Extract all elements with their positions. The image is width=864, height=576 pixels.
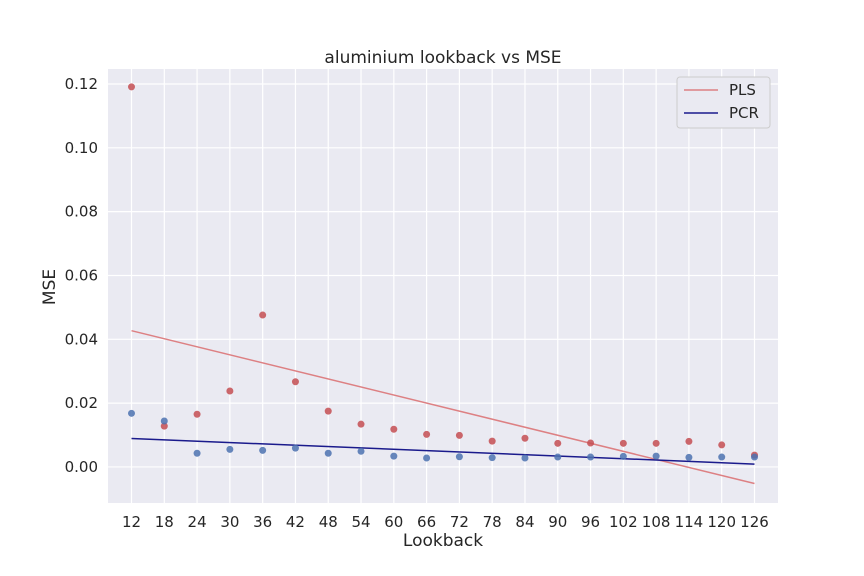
fit-lines (131, 329, 755, 485)
grid-lines (108, 69, 778, 503)
x-tick-label: 126 (740, 513, 769, 531)
x-tick-label: 120 (707, 513, 736, 531)
point-pcr (259, 446, 267, 454)
y-tick-label: 0.06 (65, 266, 98, 284)
x-tick-label: 48 (319, 513, 338, 531)
point-pcr (127, 409, 135, 417)
data-points (127, 83, 759, 462)
point-pcr (554, 453, 562, 461)
y-tick-label: 0.10 (65, 139, 98, 157)
x-tick-label: 30 (220, 513, 239, 531)
point-pcr (423, 454, 431, 462)
point-pcr (718, 453, 726, 461)
y-tick-label: 0.08 (65, 203, 98, 221)
point-pcr (488, 454, 496, 462)
x-tick-label: 36 (253, 513, 272, 531)
point-pcr (390, 452, 398, 460)
y-tick-label: 0.02 (65, 394, 98, 412)
point-pls (619, 439, 627, 447)
point-pls (193, 410, 201, 418)
point-pcr (226, 445, 234, 453)
chart-title: aluminium lookback vs MSE (324, 48, 561, 68)
x-tick-label: 72 (450, 513, 469, 531)
x-tick-label: 18 (155, 513, 174, 531)
point-pcr (587, 453, 595, 461)
y-tick-label: 0.12 (65, 75, 98, 93)
point-pcr (685, 453, 693, 461)
x-tick-label: 66 (417, 513, 436, 531)
point-pls (127, 83, 135, 91)
plot-area (108, 69, 778, 503)
point-pls (488, 437, 496, 445)
point-pcr (619, 452, 627, 460)
point-pls (423, 430, 431, 438)
legend-label-pls: PLS (729, 81, 756, 99)
y-tick-label: 0.00 (65, 458, 98, 476)
point-pls (291, 378, 299, 386)
x-tick-label: 60 (384, 513, 403, 531)
point-pls (324, 407, 332, 415)
point-pls (259, 311, 267, 319)
x-tick-label: 90 (548, 513, 567, 531)
x-tick-label: 78 (483, 513, 502, 531)
legend-label-pcr: PCR (729, 104, 759, 122)
x-axis-ticks: 12 18 24 30 36 42 48 54 60 66 72 78 84 90 96 102 108 114 1… (122, 513, 769, 531)
y-axis-ticks: 0.00 0.02 0.04 0.06 0.08 0.10 0.12 (65, 75, 98, 476)
point-pls (587, 439, 595, 447)
point-pls (160, 422, 168, 430)
x-tick-label: 108 (642, 513, 671, 531)
point-pcr (521, 454, 529, 462)
x-tick-label: 102 (609, 513, 638, 531)
x-tick-label: 54 (351, 513, 370, 531)
fit-line-pcr (131, 437, 755, 465)
x-tick-label: 42 (286, 513, 305, 531)
point-pcr (324, 449, 332, 457)
point-pls (455, 431, 463, 439)
point-pls (718, 441, 726, 449)
x-tick-label: 24 (188, 513, 207, 531)
point-pcr (455, 453, 463, 461)
y-axis-label: MSE (40, 269, 60, 305)
point-pcr (193, 449, 201, 457)
point-pcr (357, 447, 365, 455)
point-pcr (652, 452, 660, 460)
point-pcr (751, 453, 759, 461)
fit-line-pls (131, 329, 755, 485)
point-pls (226, 387, 234, 395)
point-pls (390, 425, 398, 433)
y-tick-label: 0.04 (65, 330, 98, 348)
point-pcr (291, 444, 299, 452)
x-tick-label: 84 (515, 513, 534, 531)
point-pls (357, 420, 365, 428)
x-tick-label: 12 (122, 513, 141, 531)
x-tick-label: 96 (581, 513, 600, 531)
point-pls (521, 434, 529, 442)
x-tick-label: 114 (675, 513, 704, 531)
point-pls (554, 439, 562, 447)
x-axis-label: Lookback (403, 531, 483, 551)
legend: PLS PCR (676, 76, 771, 129)
point-pcr (160, 417, 168, 425)
point-pls (685, 437, 693, 445)
point-pls (652, 439, 660, 447)
